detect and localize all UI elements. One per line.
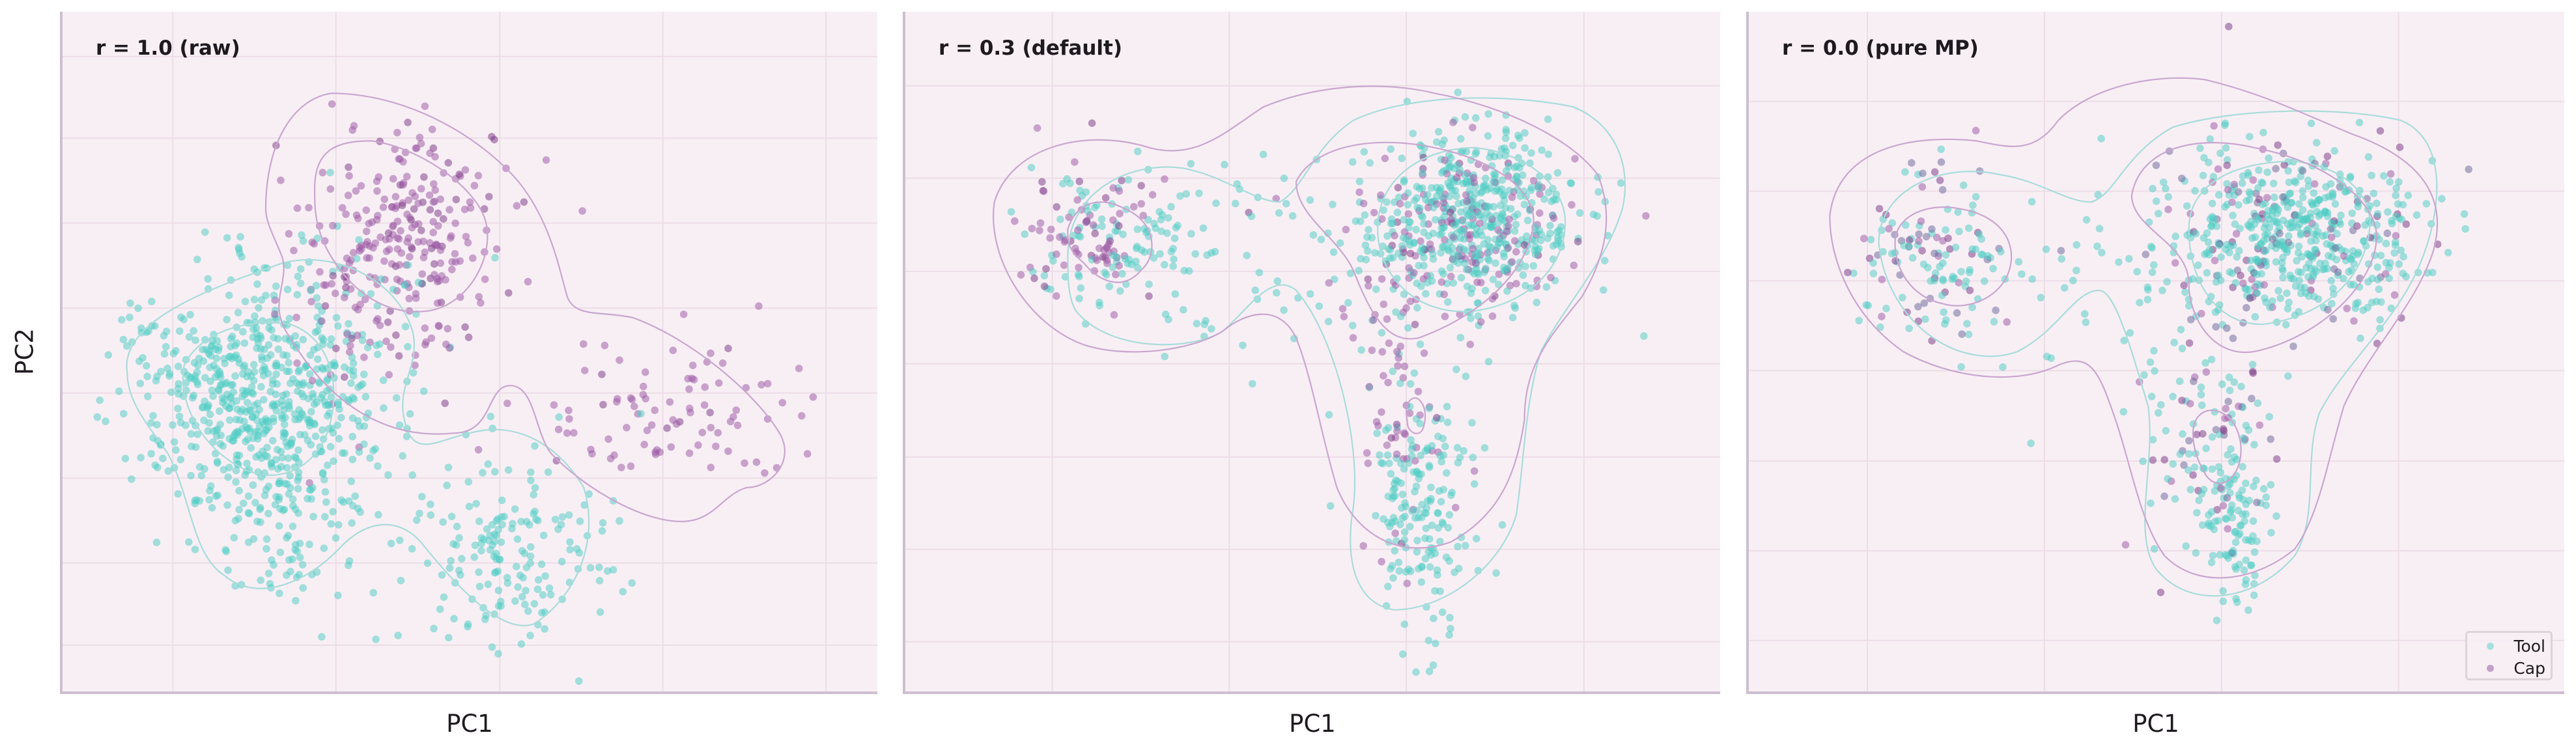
- density-contour: [1295, 141, 1535, 340]
- density-contour: [2130, 142, 2377, 354]
- y-axis-label: PC2: [10, 328, 39, 375]
- points: [1007, 89, 1650, 676]
- legend: Tool Cap: [2465, 631, 2553, 680]
- density-contour: [1067, 201, 1153, 283]
- density-contour: [2192, 410, 2242, 484]
- panel-raw: r = 1.0 (raw): [60, 12, 877, 694]
- density-contour: [313, 140, 488, 313]
- legend-item-cap: Cap: [2467, 658, 2551, 680]
- density-contour: [126, 258, 590, 626]
- density-contour: [2188, 160, 2371, 326]
- tool-marker-icon: [2487, 643, 2494, 650]
- legend-label: Tool: [2513, 637, 2545, 656]
- cap-marker-icon: [2487, 665, 2494, 672]
- density-contour: [1405, 397, 1426, 434]
- panel-pure-mp: r = 0.0 (pure MP): [1746, 12, 2564, 694]
- scatter-plot-pure-mp: [1748, 12, 2564, 691]
- panel-title: r = 0.0 (pure MP): [1782, 36, 1979, 60]
- density-contour: [1878, 110, 2438, 597]
- y-axis-spine: [60, 12, 63, 691]
- x-axis-spine: [60, 691, 877, 694]
- y-axis-spine: [903, 12, 905, 691]
- panel-title: r = 1.0 (raw): [96, 36, 240, 60]
- scatter-plot-default: [905, 12, 1720, 691]
- density-contour: [1377, 146, 1566, 313]
- x-axis-spine: [903, 691, 1720, 694]
- legend-item-tool: Tool: [2467, 636, 2551, 658]
- density-contour: [1067, 97, 1626, 611]
- x-axis-label: PC1: [1289, 710, 1336, 738]
- x-axis-label: PC1: [446, 710, 493, 738]
- x-axis-spine: [1746, 691, 2564, 694]
- panel-title: r = 0.3 (default): [939, 36, 1123, 60]
- density-contour: [1894, 206, 2013, 307]
- points: [1844, 23, 2472, 624]
- scatter-plot-raw: [62, 12, 877, 691]
- density-contour: [264, 92, 786, 523]
- density-contour: [1829, 77, 2439, 579]
- density-contour: [993, 85, 1607, 549]
- legend-label: Cap: [2513, 659, 2545, 678]
- x-axis-label: PC1: [2132, 710, 2179, 738]
- points: [93, 100, 817, 685]
- y-axis-spine: [1746, 12, 1749, 691]
- density-contour: [182, 322, 335, 476]
- panel-default: r = 0.3 (default): [903, 12, 1720, 694]
